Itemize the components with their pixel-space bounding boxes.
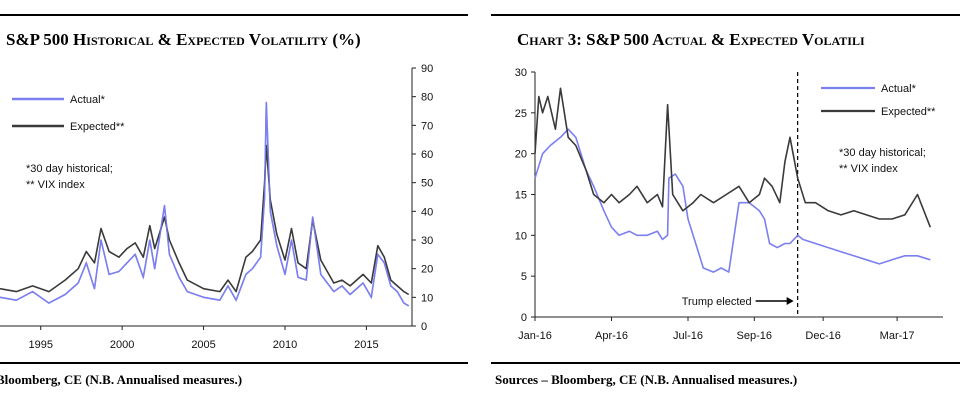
y-tick-label: 40	[421, 206, 433, 218]
legend-label-expected: Expected**	[70, 121, 125, 133]
y-tick-label: 0	[421, 321, 427, 333]
legend-label-expected: Expected**	[881, 106, 936, 118]
x-tick-label: Mar-17	[880, 330, 915, 342]
chart-source: Sources – Bloomberg, CE (N.B. Annualised…	[495, 372, 798, 387]
x-tick-label: 2015	[354, 339, 378, 351]
y-tick-label: 90	[421, 63, 433, 75]
y-tick-label: 50	[421, 178, 433, 190]
annotation-line: *30 day historical;	[26, 163, 113, 175]
chart-panel-historical: S&P 500 Historical & Expected Volatility…	[0, 0, 475, 400]
chart-title: Chart 3: S&P 500 Actual & Expected Volat…	[517, 30, 865, 49]
y-tick-label: 5	[521, 271, 527, 283]
series-line-expected	[534, 87, 932, 228]
y-tick-label: 20	[515, 149, 527, 161]
annotation-line: ** VIX index	[839, 163, 898, 175]
annotation-line: ** VIX index	[26, 179, 85, 191]
bottom-rule	[0, 362, 468, 364]
y-tick-label: 10	[421, 292, 433, 304]
x-tick-label: 1995	[28, 339, 52, 351]
legend-label-actual: Actual*	[881, 83, 917, 95]
annotation-line: *30 day historical;	[839, 147, 926, 159]
y-tick-label: 80	[421, 92, 433, 104]
y-tick-label: 60	[421, 149, 433, 161]
x-tick-label: Sep-16	[737, 330, 772, 342]
x-tick-label: Dec-16	[805, 330, 840, 342]
x-tick-label: Apr-16	[595, 330, 628, 342]
x-tick-label: Jan-16	[518, 330, 552, 342]
top-rule	[0, 14, 468, 16]
event-label: Trump elected	[682, 296, 752, 308]
chart-plot-historical: 0 10 20 30 40 50 60 70 80 90 1995 2000 2005 2010 2015 A…	[0, 63, 433, 351]
y-tick-label: 10	[515, 230, 527, 242]
chart-panel-actual-expected: Chart 3: S&P 500 Actual & Expected Volat…	[483, 0, 960, 400]
chart-title: S&P 500 Historical & Expected Volatility…	[6, 30, 361, 49]
chart-source: Bloomberg, CE (N.B. Annualised measures.…	[0, 372, 243, 387]
y-tick-label: 0	[521, 312, 527, 324]
legend-label-actual: Actual*	[70, 94, 106, 106]
series-line-actual	[0, 101, 410, 307]
chart-plot-actual-expected: 0 5 10 15 20 25 30 Jan-16 Apr-16 Jul-16 Sep-16 Dec-…	[515, 67, 943, 342]
x-tick-label: 2000	[110, 339, 134, 351]
series-line-expected	[0, 144, 410, 296]
x-tick-label: 2005	[191, 339, 215, 351]
bottom-rule	[491, 362, 960, 364]
x-tick-label: Jul-16	[673, 330, 703, 342]
y-tick-label: 30	[515, 67, 527, 79]
top-rule	[491, 14, 960, 16]
y-tick-label: 15	[515, 190, 527, 202]
y-tick-label: 25	[515, 108, 527, 120]
x-tick-label: 2010	[273, 339, 297, 351]
series-line-actual-overlay	[0, 102, 410, 307]
y-tick-label: 20	[421, 264, 433, 276]
y-tick-label: 30	[421, 235, 433, 247]
event-arrow-head	[786, 297, 794, 305]
y-tick-label: 70	[421, 120, 433, 132]
